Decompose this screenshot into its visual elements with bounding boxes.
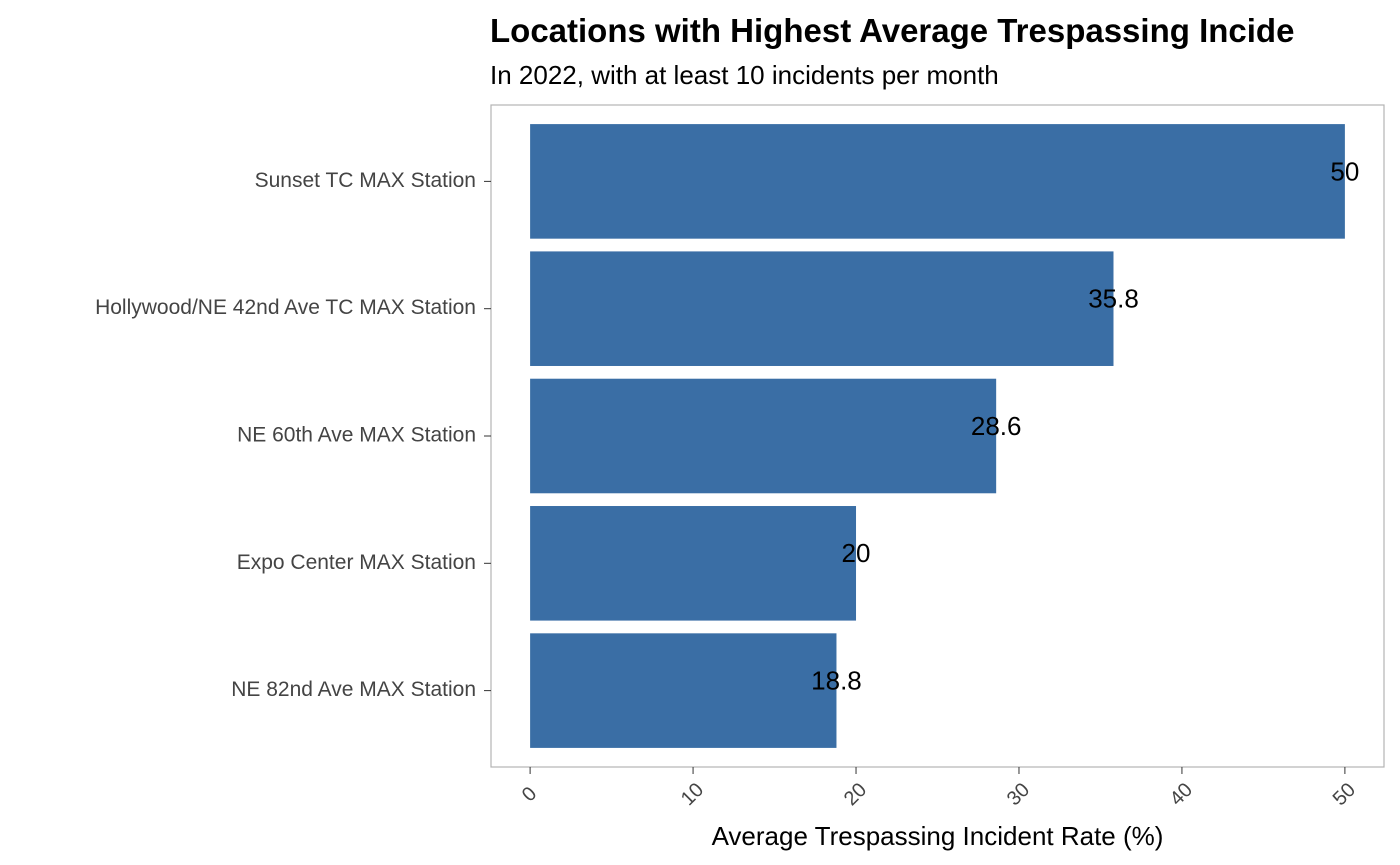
bar-value-label: 35.8: [1088, 284, 1139, 314]
x-tick-label: 20: [840, 779, 871, 810]
x-tick-label: 10: [677, 779, 708, 810]
bar-5: [530, 633, 837, 748]
bar-2: [530, 251, 1114, 366]
bar-value-label: 20: [842, 538, 871, 568]
y-axis: Sunset TC MAX Station Hollywood/NE 42nd A…: [95, 169, 491, 701]
x-tick-label: 50: [1329, 779, 1360, 810]
chart-subtitle: In 2022, with at least 10 incidents per …: [490, 60, 999, 90]
x-tick-label: 0: [518, 783, 541, 806]
x-axis-title: Average Trespassing Incident Rate (%): [712, 821, 1164, 851]
x-tick-label: 30: [1003, 779, 1034, 810]
x-tick-label: 40: [1166, 779, 1197, 810]
data-labels-layer: 50 35.8 28.6 20 18.8: [811, 156, 1359, 695]
bar-3: [530, 378, 997, 494]
bar-1: [530, 124, 1345, 239]
chart-title: Locations with Highest Average Trespassi…: [490, 12, 1294, 49]
bars-layer: [530, 124, 1345, 748]
bar-value-label: 28.6: [971, 411, 1022, 441]
bar-4: [530, 506, 857, 621]
y-category-label: Expo Center MAX Station: [237, 551, 476, 574]
y-category-label: Sunset TC MAX Station: [255, 169, 476, 192]
x-axis: 0 10 20 30 40 50: [518, 767, 1360, 810]
y-category-label: NE 82nd Ave MAX Station: [231, 678, 476, 701]
y-category-label: Hollywood/NE 42nd Ave TC MAX Station: [95, 296, 476, 319]
bar-value-label: 18.8: [811, 665, 862, 695]
bar-value-label: 50: [1330, 156, 1359, 186]
y-category-label: NE 60th Ave MAX Station: [237, 424, 476, 447]
